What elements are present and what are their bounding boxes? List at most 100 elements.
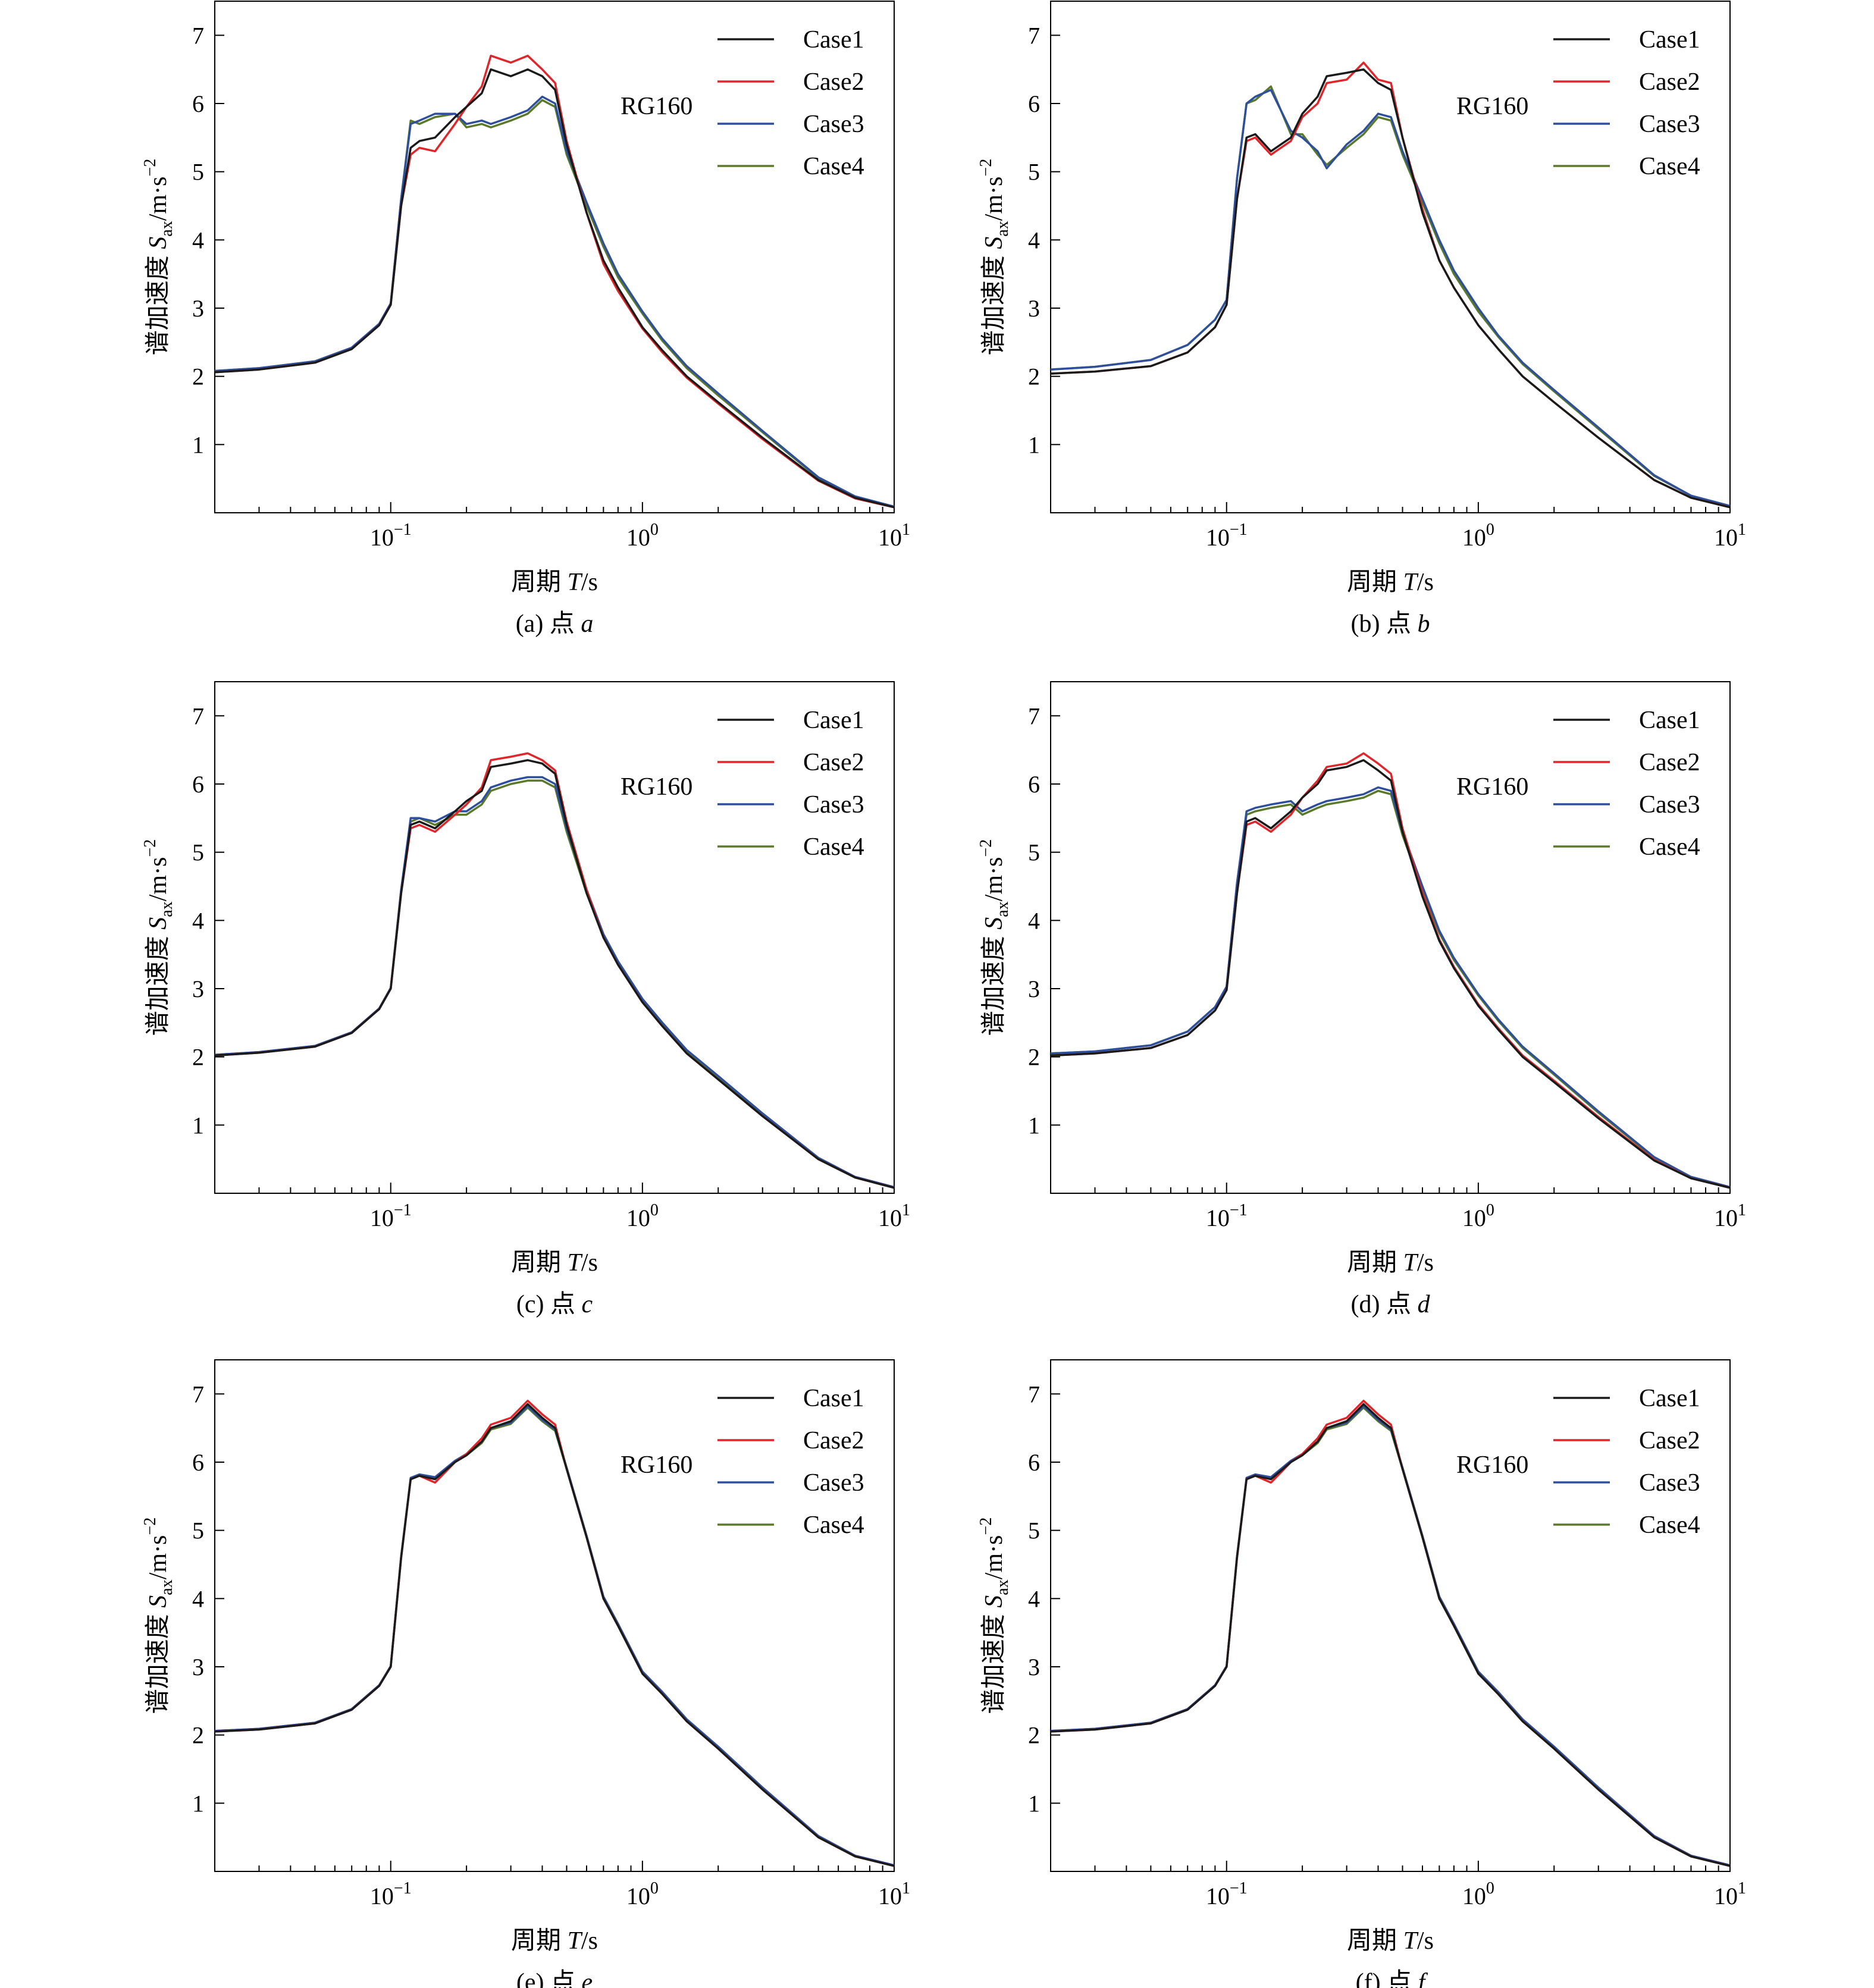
y-label-subscript: ax — [994, 901, 1012, 917]
plot-frame — [214, 681, 895, 1194]
x-label-unit: /s — [581, 569, 598, 596]
x-label-prefix: 周期 — [511, 1927, 568, 1955]
x-label-prefix: 周期 — [511, 1249, 568, 1277]
y-label-unit: /m·s — [145, 1535, 172, 1580]
x-label-symbol: T — [568, 569, 583, 596]
caption-prefix: (a) 点 — [516, 610, 581, 638]
y-axis-label: 谱加速度 Sax/m·s−2 — [141, 159, 176, 355]
x-label-unit: /s — [581, 1249, 598, 1277]
series-group — [215, 1400, 894, 1867]
y-label-prefix: 谱加速度 — [145, 1608, 172, 1714]
legend-label: Case4 — [1639, 833, 1700, 861]
x-tick-label: 100 — [1462, 520, 1494, 551]
legend-label: Case3 — [803, 1469, 864, 1497]
y-tick-label: 5 — [1028, 839, 1040, 866]
annotation-label: RG160 — [1456, 93, 1528, 120]
y-tick-label: 2 — [1028, 1044, 1040, 1071]
x-tick-label: 101 — [1714, 520, 1746, 551]
x-tick-label: 100 — [1462, 1879, 1494, 1909]
y-label-subscript: ax — [158, 901, 176, 917]
legend-label: Case3 — [803, 791, 864, 819]
y-tick-label: 5 — [1028, 1517, 1040, 1544]
y-axis-label: 谱加速度 Sax/m·s−2 — [141, 1517, 176, 1714]
x-label-unit: /s — [1417, 1927, 1434, 1955]
y-tick-label: 1 — [1028, 1790, 1040, 1817]
x-tick-exponent: 1 — [902, 520, 910, 539]
y-tick-label: 7 — [192, 1381, 204, 1407]
y-tick-label: 1 — [192, 1790, 204, 1817]
y-label-subscript: ax — [994, 1579, 1012, 1595]
legend-label: Case3 — [1639, 1469, 1700, 1497]
y-tick-label: 2 — [192, 1044, 204, 1071]
y-tick-label: 5 — [192, 839, 204, 866]
x-label-symbol: T — [1403, 1927, 1419, 1955]
x-tick-label: 10−1 — [1206, 520, 1248, 551]
y-tick-label: 7 — [1028, 703, 1040, 729]
legend-label: Case4 — [1639, 1512, 1700, 1539]
x-tick-base: 10 — [370, 524, 394, 551]
x-label-unit: /s — [581, 1927, 598, 1955]
x-axis-label: 周期 T/s — [511, 1927, 598, 1955]
x-tick-base: 10 — [1462, 1205, 1486, 1231]
x-tick-base: 10 — [1462, 1883, 1486, 1909]
series-line-case3 — [215, 776, 894, 1189]
x-tick-exponent: −1 — [1230, 1201, 1248, 1219]
x-tick-exponent: 0 — [1486, 1879, 1494, 1898]
x-tick-base: 10 — [1206, 1883, 1230, 1909]
y-label-exponent: −2 — [141, 839, 159, 857]
y-tick-label: 4 — [192, 227, 204, 253]
plot-frame — [214, 1359, 895, 1872]
x-tick-exponent: 0 — [650, 1201, 659, 1219]
y-tick-label: 1 — [1028, 1112, 1040, 1139]
series-line-case3 — [215, 95, 894, 508]
panel-caption: (e) 点 e — [516, 1969, 593, 1988]
annotation-label: RG160 — [621, 1451, 692, 1479]
x-tick-base: 10 — [626, 1883, 650, 1909]
y-tick-label: 3 — [192, 1654, 204, 1680]
y-tick-label: 3 — [1028, 295, 1040, 322]
y-tick-label: 6 — [1028, 90, 1040, 117]
series-line-case4 — [1051, 1406, 1730, 1867]
x-tick-base: 10 — [626, 524, 650, 551]
x-axis-label: 周期 T/s — [1347, 1249, 1434, 1277]
x-tick-base: 10 — [1462, 524, 1486, 551]
legend-label: Case4 — [803, 833, 864, 861]
x-tick-label: 100 — [626, 520, 659, 551]
annotation-label: RG160 — [1456, 1451, 1528, 1479]
legend-label: Case3 — [803, 111, 864, 138]
caption-prefix: (e) 点 — [516, 1969, 582, 1988]
caption-letter: a — [581, 610, 593, 638]
y-tick-label: 7 — [1028, 22, 1040, 49]
series-line-case1 — [215, 68, 894, 509]
series-line-case1 — [215, 1403, 894, 1867]
x-tick-label: 101 — [878, 1201, 910, 1231]
legend-label: Case4 — [803, 1512, 864, 1539]
plot-frame — [1050, 681, 1731, 1194]
x-tick-label: 10−1 — [370, 1201, 412, 1231]
x-label-prefix: 周期 — [1347, 1249, 1403, 1277]
y-tick-label: 2 — [1028, 363, 1040, 390]
y-tick-label: 6 — [192, 771, 204, 798]
x-tick-exponent: −1 — [394, 1201, 412, 1219]
legend-label: Case2 — [1639, 68, 1700, 96]
y-axis-label: 谱加速度 Sax/m·s−2 — [977, 159, 1012, 355]
y-tick-label: 3 — [192, 295, 204, 322]
y-tick-label: 5 — [192, 1517, 204, 1544]
y-tick-label: 4 — [1028, 227, 1040, 253]
y-label-prefix: 谱加速度 — [145, 249, 172, 356]
legend-label: Case1 — [803, 707, 864, 734]
legend-label: Case1 — [1639, 707, 1700, 734]
legend-label: Case2 — [803, 749, 864, 776]
panel-caption: (c) 点 c — [516, 1291, 593, 1318]
legend-label: Case3 — [1639, 791, 1700, 819]
x-tick-exponent: 0 — [1486, 520, 1494, 539]
y-label-exponent: −2 — [141, 159, 159, 177]
series-line-case4 — [1051, 85, 1730, 507]
x-tick-exponent: 0 — [650, 520, 659, 539]
x-axis-label: 周期 T/s — [511, 1249, 598, 1277]
x-tick-base: 10 — [1206, 524, 1230, 551]
y-tick-label: 7 — [1028, 1381, 1040, 1407]
y-label-symbol: S — [145, 917, 172, 930]
